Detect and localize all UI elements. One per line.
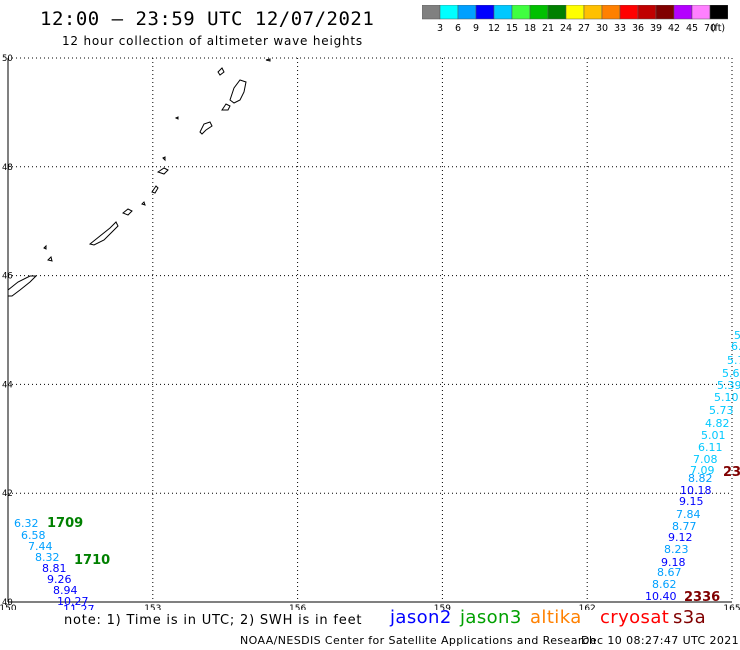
legend-label: 27 — [578, 23, 590, 34]
swh-value: 9.18 — [661, 556, 686, 569]
swh-value: 11.27 — [63, 603, 95, 610]
legend-label: 6 — [455, 23, 461, 34]
pass-time: 1709 — [47, 516, 83, 531]
swh-value: 7.08 — [693, 453, 718, 466]
legend-label: 9 — [473, 23, 479, 34]
swh-value: 8.23 — [664, 543, 689, 556]
graticule — [7, 57, 733, 603]
swh-value: 8.62 — [652, 578, 677, 591]
swh-value: 8.67 — [657, 566, 682, 579]
pass-times: 1709 1710 2336 23 — [47, 465, 740, 605]
pass-time: 2336 — [684, 590, 720, 605]
lat-tick-label: 48 — [2, 163, 13, 173]
legend-label: 39 — [650, 23, 662, 34]
lat-tick-label: 40 — [2, 598, 13, 608]
legend-label: 24 — [560, 23, 572, 34]
lon-tick-label: 150 — [0, 604, 17, 610]
legend-label: 45 — [686, 23, 698, 34]
footer-timestamp: Dec 10 08:27:47 UTC 2021 — [581, 634, 740, 647]
sat-s3a: s3a — [673, 607, 707, 628]
swh-value: 9.12 — [668, 531, 693, 544]
legend-label: 3 — [437, 23, 443, 34]
legend-unit: (ft) — [711, 23, 725, 34]
map-subtitle: 12 hour collection of altimeter wave hei… — [62, 34, 363, 48]
swh-value: 8.77 — [672, 520, 697, 533]
sat-cryosat: cryosat — [600, 607, 670, 628]
pass-time: 23 — [723, 465, 740, 480]
map-title: 12:00 – 23:59 UTC 12/07/2021 — [40, 8, 375, 30]
note-text: note: 1) Time is in UTC; 2) SWH is in fe… — [64, 613, 363, 628]
lon-tick-label: 156 — [289, 604, 306, 610]
lon-tick-label: 153 — [144, 604, 161, 610]
pass-time: 1710 — [74, 553, 110, 568]
swh-value: 10.27 — [57, 595, 89, 608]
sat-altika: altika — [530, 607, 582, 628]
swh-value: 5.73 — [709, 404, 734, 417]
lon-tick-label: 162 — [579, 604, 596, 610]
lat-tick-label: 46 — [2, 272, 13, 282]
legend-label: 70 — [704, 23, 716, 34]
sat-jason3: jason3 — [460, 607, 522, 628]
swh-value: 7.84 — [676, 508, 701, 521]
swh-value: 5.7 — [727, 354, 740, 367]
lon-tick-label: 165 — [723, 604, 740, 610]
swh-value: 5.01 — [701, 429, 726, 442]
swh-value: 5.6 — [722, 367, 740, 380]
lat-tick-label: 50 — [2, 54, 13, 64]
coastline — [7, 58, 271, 297]
swh-value: 5. — [734, 329, 740, 342]
swh-value: 7.09 — [690, 464, 715, 477]
swh-value: 8.81 — [42, 562, 67, 575]
swh-value: 6. — [731, 340, 740, 353]
axis-ticks: 150 153 156 159 162 165 50 48 46 44 42 40 — [0, 54, 740, 610]
swh-value: 10.18 — [680, 484, 712, 497]
swh-value: 9.15 — [679, 495, 704, 508]
legend-swatch — [709, 5, 728, 20]
legend-label: 18 — [524, 23, 536, 34]
swh-value: 6.32 — [14, 517, 39, 530]
legend-label: 33 — [614, 23, 626, 34]
swh-value: 8.82 — [688, 472, 713, 485]
swh-value: 6.58 — [21, 529, 46, 542]
lat-tick-label: 42 — [2, 489, 13, 499]
legend-label: 36 — [632, 23, 644, 34]
swh-value: 5.10 — [714, 391, 739, 404]
lat-tick-label: 44 — [2, 380, 13, 390]
swh-value: 4.82 — [705, 417, 730, 430]
swh-value: 10.40 — [645, 590, 677, 603]
legend-label: 15 — [506, 23, 518, 34]
footer-credit: NOAA/NESDIS Center for Satellite Applica… — [240, 634, 597, 647]
swh-value: 8.94 — [53, 584, 78, 597]
legend-label: 30 — [596, 23, 608, 34]
legend-label: 12 — [488, 23, 500, 34]
legend-label: 21 — [542, 23, 554, 34]
lon-tick-label: 159 — [434, 604, 451, 610]
sat-jason2: jason2 — [390, 607, 452, 628]
swh-value: 6.11 — [698, 441, 723, 454]
swh-value: 9.26 — [47, 573, 72, 586]
legend-label: 42 — [668, 23, 680, 34]
swh-value: 7.44 — [28, 540, 53, 553]
wave-height-legend: 3 6 9 12 15 18 21 24 27 30 33 36 39 42 45 70(ft) — [422, 5, 728, 34]
swh-value: 5.39 — [717, 379, 740, 392]
swh-value: 8.32 — [35, 551, 60, 564]
